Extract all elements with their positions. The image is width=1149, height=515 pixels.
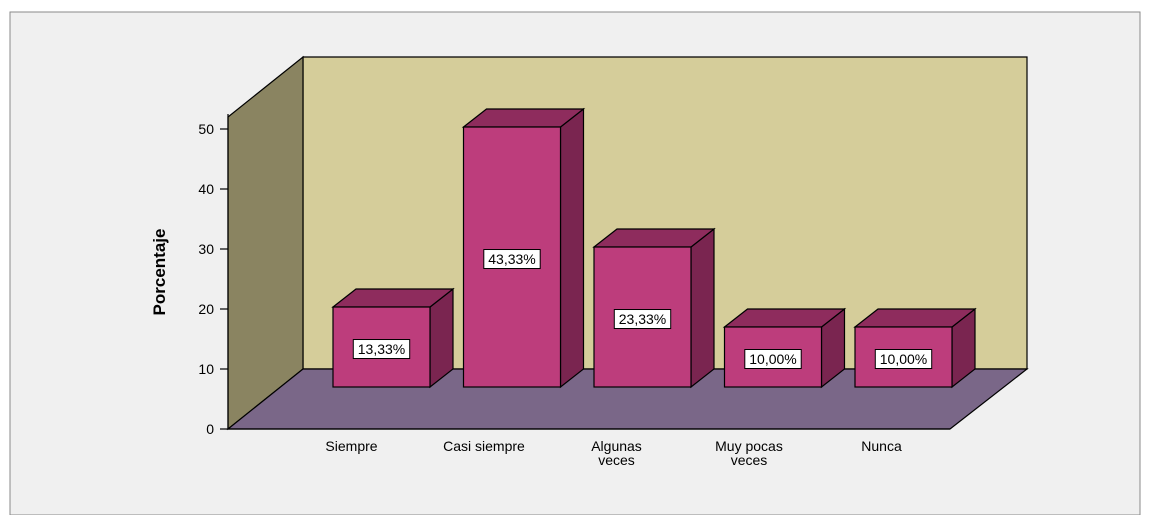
y-tick-label: 30 — [198, 241, 214, 257]
bar-group: 13,33% — [331, 287, 455, 389]
x-category-label: Nunca — [861, 438, 902, 454]
x-category-label: Siempre — [325, 438, 377, 454]
data-label-box — [613, 309, 672, 330]
x-category-label: Casi siempre — [443, 438, 525, 454]
y-tick-label: 10 — [198, 361, 214, 377]
y-tick-label: 40 — [198, 181, 214, 197]
y-tick-label: 0 — [206, 421, 214, 437]
data-label-box — [352, 339, 411, 360]
data-label-box — [483, 249, 541, 270]
y-tick-label: 20 — [198, 301, 214, 317]
bar-side — [690, 227, 715, 389]
bars: 13,33% 43,33% 23,33% 10,00% 10,00% — [331, 107, 977, 389]
data-label: 43,33% — [488, 251, 535, 267]
side-wall — [227, 55, 304, 431]
bar-group: 43,33% — [461, 107, 586, 389]
bar-side — [559, 107, 585, 389]
bar-group: 23,33% — [592, 227, 716, 389]
y-axis-title: Porcentaje — [150, 229, 169, 316]
bar-group: 10,00% — [853, 307, 977, 389]
x-category-label: veces — [731, 452, 768, 468]
data-label-box — [874, 349, 933, 369]
y-tick-label: 50 — [198, 121, 214, 137]
data-label: 10,00% — [880, 351, 927, 367]
data-label: 13,33% — [358, 341, 405, 357]
x-category-label: Muy pocas — [715, 438, 783, 454]
data-label: 10,00% — [749, 351, 796, 367]
data-label: 23,33% — [619, 311, 666, 327]
x-category-label: veces — [598, 452, 635, 468]
x-category-label: Algunas — [591, 438, 642, 454]
y-axis: 0 10 20 30 40 50 — [198, 114, 229, 437]
bar-group: 10,00% — [722, 307, 847, 389]
data-label-box — [744, 349, 802, 369]
